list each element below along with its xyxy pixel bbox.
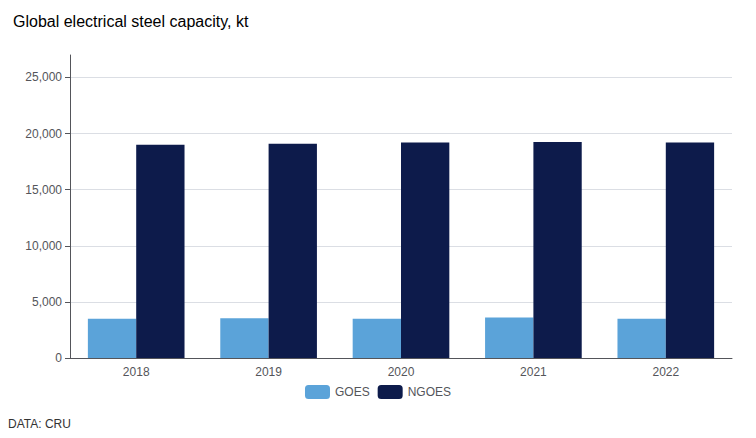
svg-text:DATA: CRU: DATA: CRU [8,417,71,431]
svg-text:NGOES: NGOES [408,385,451,399]
svg-text:0: 0 [55,351,62,365]
svg-text:10,000: 10,000 [25,239,62,253]
svg-text:5,000: 5,000 [32,295,62,309]
svg-text:2019: 2019 [255,365,282,379]
svg-text:20,000: 20,000 [25,127,62,141]
svg-text:GOES: GOES [335,385,370,399]
svg-text:2022: 2022 [652,365,679,379]
svg-text:2018: 2018 [123,365,150,379]
svg-text:25,000: 25,000 [25,70,62,84]
svg-text:15,000: 15,000 [25,183,62,197]
svg-text:Global electrical steel capaci: Global electrical steel capacity, kt [13,13,249,30]
svg-text:2020: 2020 [388,365,415,379]
svg-text:2021: 2021 [520,365,547,379]
